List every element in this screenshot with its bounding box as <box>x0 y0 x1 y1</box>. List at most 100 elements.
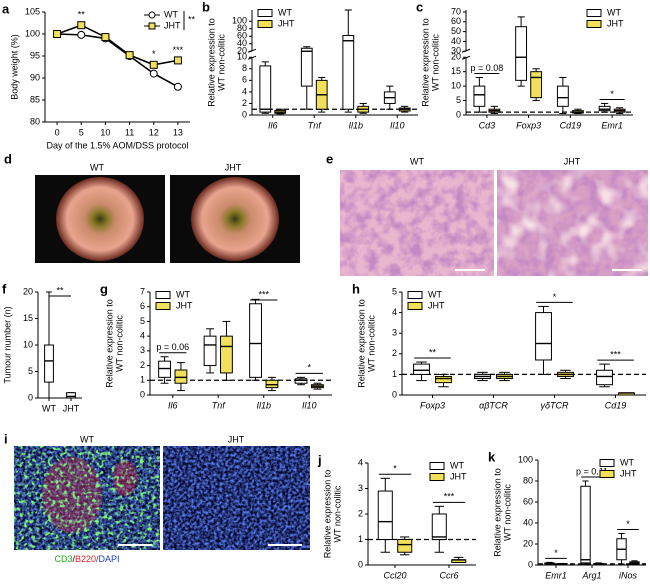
panel-letter: i <box>4 431 8 446</box>
legend-swatch <box>155 302 171 310</box>
stain-part: / <box>72 554 75 564</box>
y-tick-label: 90 <box>30 72 40 82</box>
box <box>397 539 413 553</box>
panel-letter: f <box>2 281 7 296</box>
y-tick-label: 100 <box>25 28 40 38</box>
legend-label: JHT <box>450 471 467 481</box>
legend-swatch <box>257 9 273 17</box>
y-axis-label: Relative expression to <box>104 299 114 388</box>
y-tick-label: 100 <box>518 454 533 464</box>
y-tick-label: 1 <box>392 369 397 379</box>
y-tick-label: 15 <box>451 66 461 76</box>
box <box>413 363 430 375</box>
y-tick-label: 0 <box>28 392 33 402</box>
box <box>377 490 393 540</box>
marker <box>77 30 86 39</box>
y-tick-label: 70 <box>451 6 461 16</box>
y-tick-label: 2 <box>358 508 363 518</box>
y-tick-label: 40 <box>523 517 533 527</box>
x-tick-label: Emr1 <box>601 120 623 130</box>
legend-label: JHT <box>176 300 193 310</box>
significance-label: *** <box>444 492 455 502</box>
marker <box>173 82 182 91</box>
box <box>580 485 591 564</box>
panel-letter: c <box>416 0 423 14</box>
legend-label: WT <box>450 460 464 470</box>
box <box>300 47 313 87</box>
image-label: JHT <box>564 156 581 166</box>
y-tick-label: 40 <box>237 38 247 48</box>
legend-label: JHT <box>278 18 295 28</box>
y-tick-label: 95 <box>30 50 40 60</box>
image-label: WT <box>80 434 94 444</box>
significance-label: p = 0.06 <box>156 342 189 352</box>
y-tick-label: 5 <box>140 316 145 326</box>
y-tick-label: 5 <box>456 95 461 105</box>
box <box>556 85 569 107</box>
y-tick-label: 80 <box>30 116 40 126</box>
y-axis-label: Relative expression to <box>492 468 502 557</box>
legend-label: JHT <box>607 18 624 28</box>
y-axis-label: WT non-colitic <box>216 34 226 91</box>
marker <box>77 21 86 30</box>
x-tick-label: Foxp3 <box>516 120 541 130</box>
y-tick-label: 7 <box>140 286 145 296</box>
legend-label: JHT <box>164 20 181 30</box>
panel-letter: b <box>202 0 210 14</box>
y-tick-label: 3 <box>358 483 363 493</box>
legend-swatch <box>599 459 615 467</box>
significance-label: * <box>626 519 630 529</box>
y-axis-label: Relative expression to <box>356 299 366 388</box>
y-tick-label: 30 <box>451 46 461 56</box>
x-tick-label: Emr1 <box>545 570 567 580</box>
box <box>44 344 54 383</box>
significance-label: * <box>554 548 558 558</box>
x-tick-label: iNos <box>619 570 638 580</box>
marker <box>101 33 110 42</box>
significance-label: p = 0.11 <box>576 466 608 476</box>
box <box>265 379 279 389</box>
stain-part: CD3 <box>54 554 72 564</box>
x-tick-label: 11 <box>125 127 134 137</box>
series-line <box>57 33 179 88</box>
y-tick-label: 85 <box>30 94 40 104</box>
y-axis-label: WT non-colitic <box>430 34 440 91</box>
y-tick-label: 0 <box>358 559 363 569</box>
series-line <box>56 24 179 66</box>
box <box>158 360 171 378</box>
significance-label: * <box>393 464 397 474</box>
significance-label: *** <box>173 45 184 55</box>
y-tick-label: 20 <box>451 52 461 62</box>
y-tick-label: 10 <box>237 52 247 62</box>
box <box>530 71 543 99</box>
x-tick-label: Il6 <box>168 400 178 410</box>
y-axis-label: WT non-colitic <box>332 485 342 542</box>
y-tick-label: 4 <box>358 457 363 467</box>
image-label: WT <box>410 156 424 166</box>
y-axis-label: Relative expression to <box>206 18 216 107</box>
x-tick-label: Il6 <box>268 120 278 130</box>
panel-letter: g <box>100 281 108 296</box>
endoscopy-lumen <box>56 177 144 261</box>
legend-swatch <box>599 470 615 478</box>
box <box>431 513 447 540</box>
y-tick-label: 20 <box>23 286 33 296</box>
y-tick-label: 2 <box>140 360 145 370</box>
legend-swatch <box>429 473 445 481</box>
dapi-signal <box>163 446 310 550</box>
y-tick-label: 0 <box>242 109 247 119</box>
x-tick-label: Cd3 <box>479 120 496 130</box>
significance-label: ** <box>429 347 437 357</box>
marker <box>173 56 182 65</box>
x-tick-label: γδTCR <box>541 400 569 410</box>
x-tick-label: 13 <box>173 127 183 137</box>
y-tick-label: 2 <box>242 98 247 108</box>
x-tick-label: WT <box>42 403 56 413</box>
y-tick-label: 0 <box>140 389 145 399</box>
legend-label: WT <box>607 7 621 17</box>
box <box>473 85 486 107</box>
legend-swatch <box>586 9 602 17</box>
x-tick-label: Il1b <box>348 120 363 130</box>
significance-label: *** <box>258 289 269 299</box>
